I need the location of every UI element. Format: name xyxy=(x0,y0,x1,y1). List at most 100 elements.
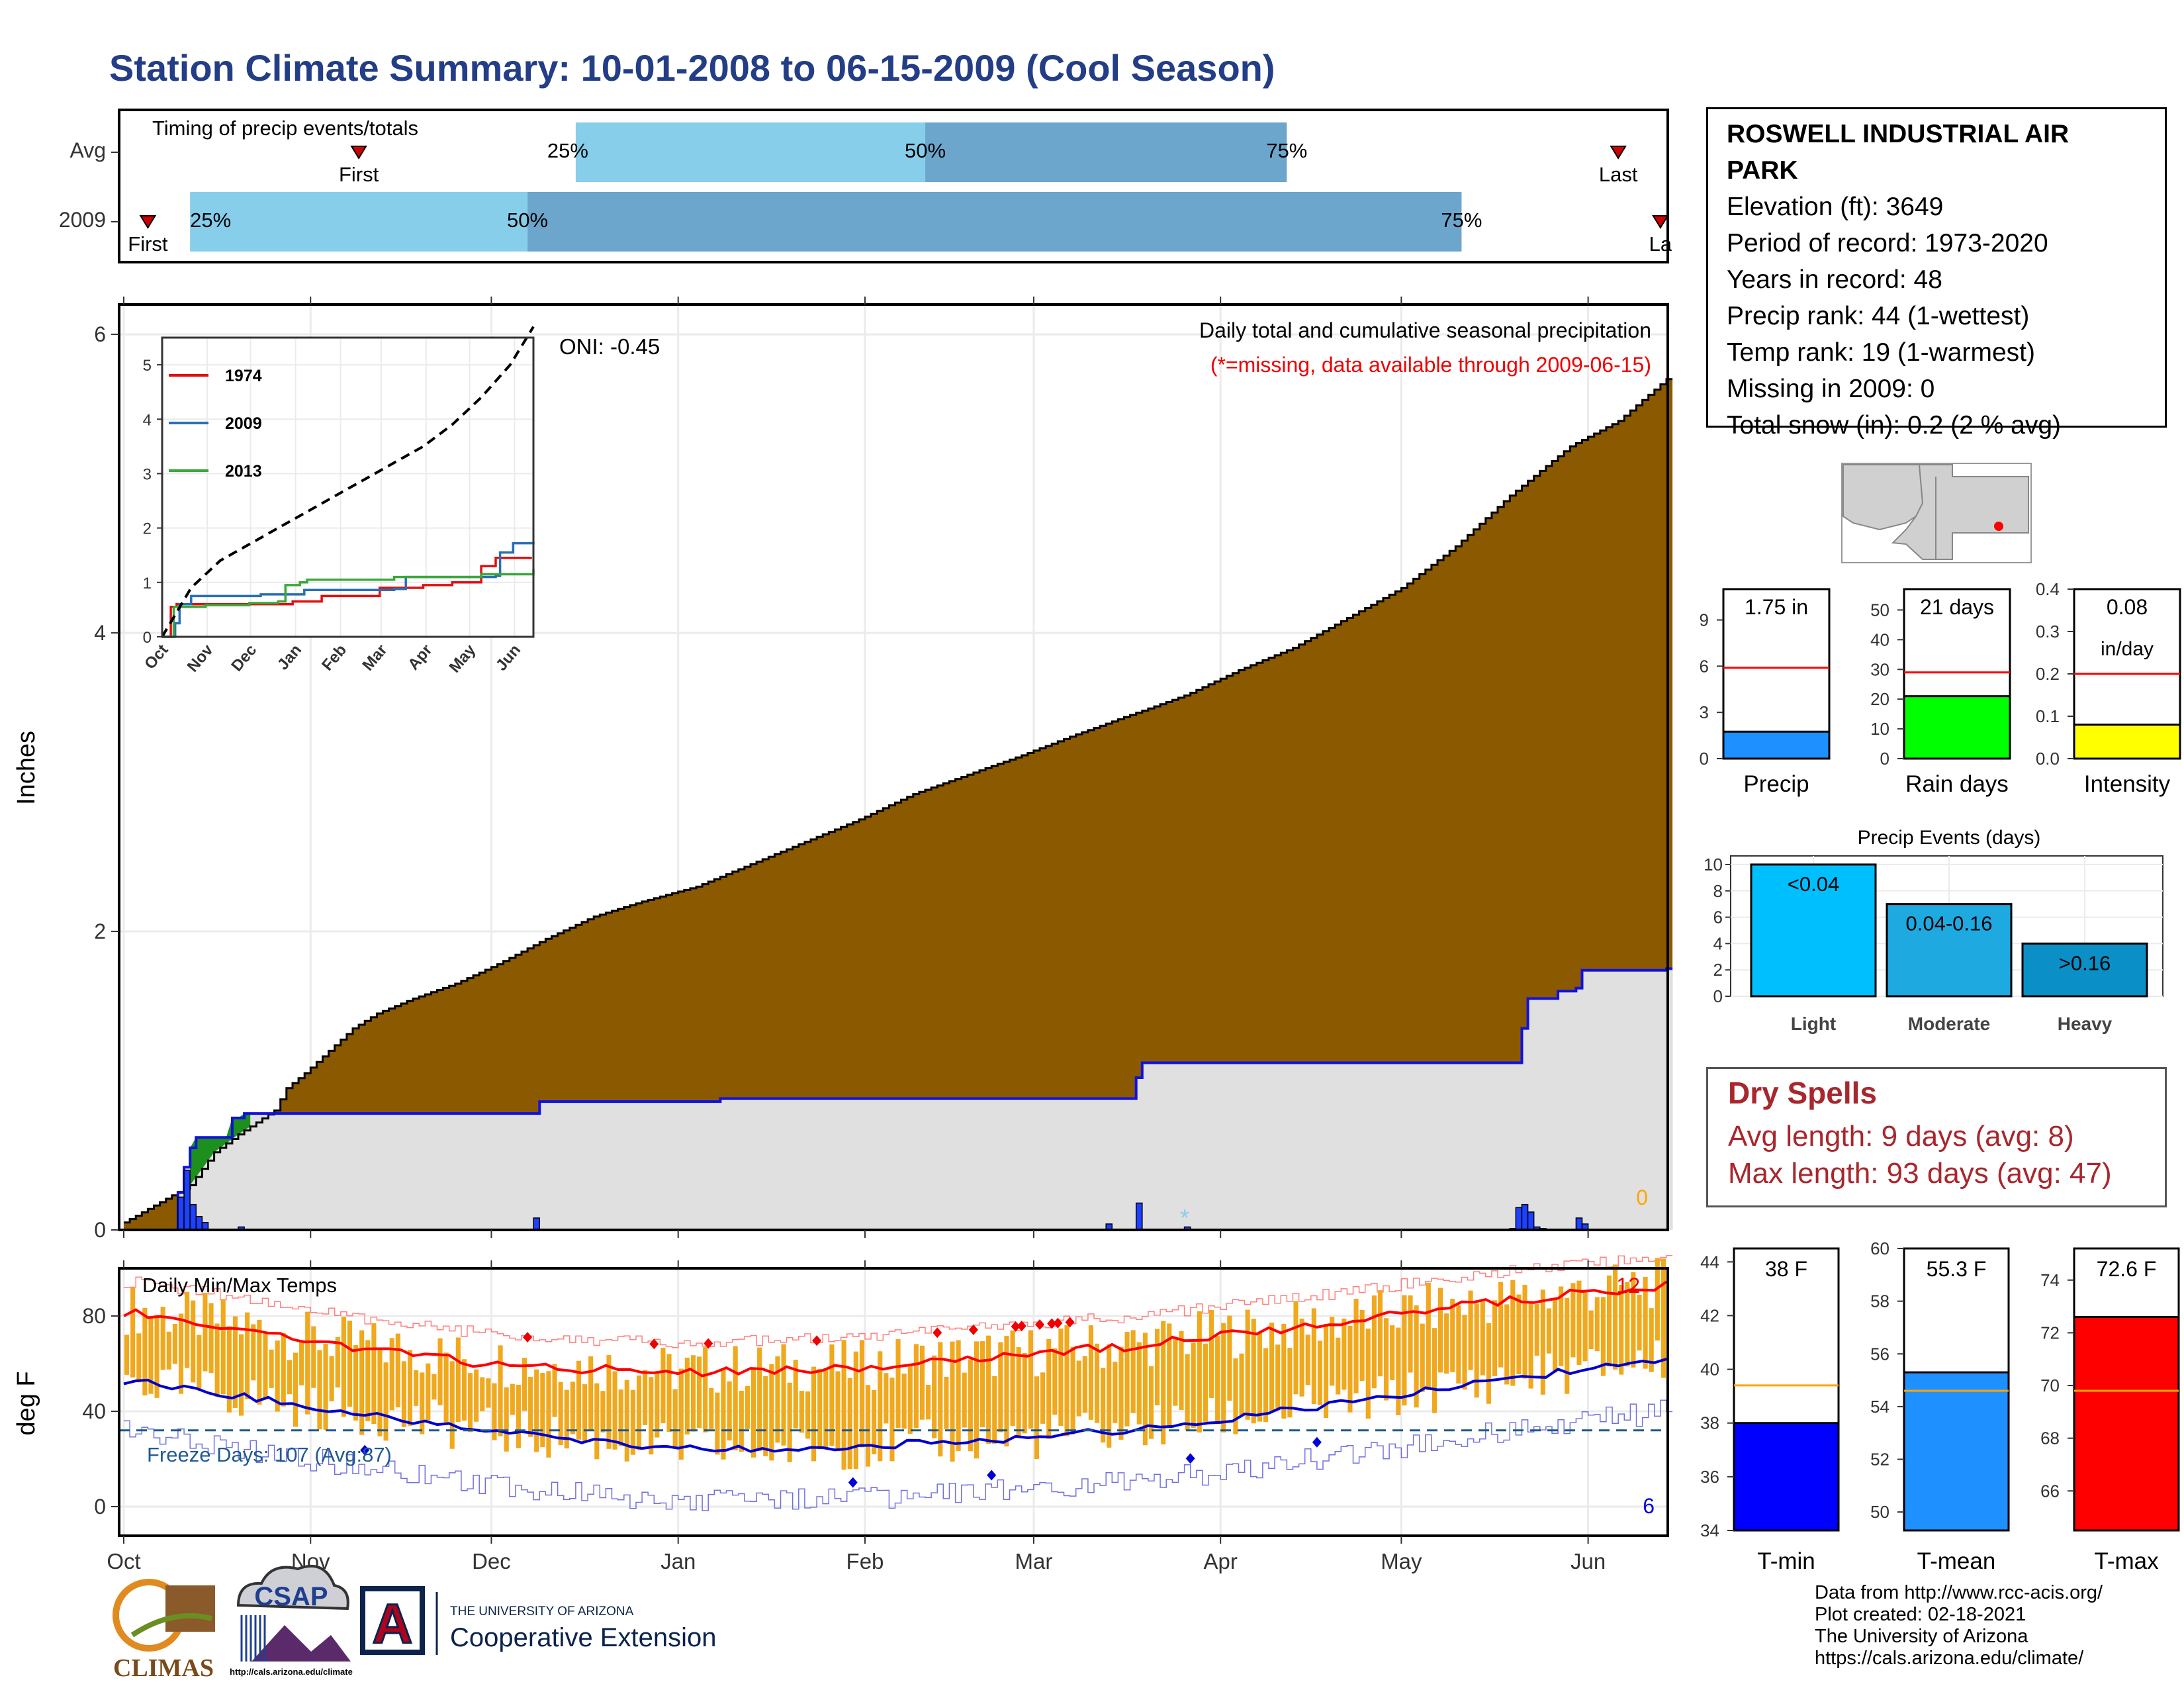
season-cumulative-line xyxy=(124,967,1673,1231)
daily-temp-bar xyxy=(359,1330,365,1435)
events-y-tick: 6 xyxy=(1713,908,1723,927)
intensity-unit: in/day xyxy=(2101,638,2154,660)
daily-temp-bar xyxy=(1408,1295,1413,1373)
tempbar-y-tick: 70 xyxy=(2040,1376,2060,1395)
daily-temp-bar xyxy=(684,1357,690,1434)
precip-panel-title: Daily total and cumulative seasonal prec… xyxy=(1199,318,1651,342)
daily-temp-bar xyxy=(1130,1330,1136,1413)
daily-temp-bar xyxy=(1142,1333,1148,1446)
tmin-value: 38 F xyxy=(1765,1257,1807,1281)
daily-temp-bar xyxy=(275,1340,280,1412)
daily-temp-bar xyxy=(962,1372,967,1428)
timing-p50-label: 50% xyxy=(905,139,946,162)
x-tick-label: Oct xyxy=(107,1549,140,1573)
avg-max-line xyxy=(123,1280,1668,1378)
last-marker xyxy=(1610,146,1627,160)
daily-temp-bar xyxy=(552,1364,557,1417)
daily-temp-bar xyxy=(805,1391,811,1439)
daily-temp-bar xyxy=(1305,1335,1310,1385)
events-y-tick: 4 xyxy=(1713,933,1723,953)
rain_days-label: Rain days xyxy=(1905,771,2009,797)
daily-temp-bar xyxy=(829,1344,835,1446)
daily-temp-bar xyxy=(534,1369,539,1452)
daily-temp-bar xyxy=(251,1324,256,1381)
daily-temp-bar xyxy=(203,1293,208,1372)
avg-cumulative-line xyxy=(124,378,1673,1224)
daily-temp-bar xyxy=(166,1331,171,1370)
record-low-marker xyxy=(360,1444,370,1456)
tempbar-y-tick: 44 xyxy=(1700,1252,1719,1272)
daily-temp-bar xyxy=(353,1344,359,1421)
daily-temp-bar xyxy=(1613,1264,1618,1370)
daily-temp-bar xyxy=(522,1358,527,1411)
climas-logo-text: CLIMAS xyxy=(113,1654,214,1682)
record-high-marker xyxy=(1065,1317,1075,1328)
daily-temp-bar xyxy=(420,1372,425,1434)
daily-temp-bar xyxy=(859,1340,864,1448)
station-name: ROSWELL INDUSTRIAL AIR PARK xyxy=(1727,120,2070,185)
daily-temp-bar xyxy=(1058,1328,1064,1427)
inset-frame xyxy=(161,336,535,638)
daily-temp-bar xyxy=(1504,1304,1510,1385)
daily-temp-bar xyxy=(745,1385,750,1429)
daily-temp-bar xyxy=(130,1287,136,1378)
events-title: Precip Events (days) xyxy=(1858,827,2041,849)
last-label: La xyxy=(1649,232,1672,256)
timing-bar-25-50 xyxy=(575,122,926,182)
daily-temp-bar xyxy=(968,1359,973,1452)
daily-temp-bar xyxy=(1281,1323,1287,1419)
daily-temp-bar xyxy=(889,1378,895,1462)
credit-line: Data from http://www.rcc-acis.org/ xyxy=(1815,1582,2103,1603)
events-x-label: Heavy xyxy=(2058,1013,2113,1034)
daily-temp-bar xyxy=(1528,1301,1533,1389)
daily-temp-bar xyxy=(763,1376,768,1456)
daily-temp-bar xyxy=(986,1335,991,1444)
tmax-bar xyxy=(2073,1316,2180,1532)
record-high-marker xyxy=(1047,1318,1057,1329)
daily-temp-bar xyxy=(630,1389,635,1455)
tmax-value: 72.6 F xyxy=(2097,1257,2157,1281)
credit-line: Plot created: 02-18-2021 xyxy=(1815,1604,2026,1625)
daily-temp-bar xyxy=(1576,1280,1582,1365)
timing-bar-50-75 xyxy=(527,192,1462,252)
credits: Data from http://www.rcc-acis.org/ Plot … xyxy=(1815,1582,2103,1669)
x-tick-label: Feb xyxy=(846,1549,884,1573)
inset-avg-line xyxy=(161,326,535,638)
precip-events-panel: Precip Events (days) 0 2 4 6 8 10 <0.04 Light 0.0… xyxy=(1704,827,2163,1034)
daily-temp-bar xyxy=(1010,1330,1015,1426)
daily-temp-bar xyxy=(172,1323,177,1364)
precip-bar xyxy=(1722,730,1831,760)
daily-temp-bar xyxy=(733,1346,738,1450)
record-high-marker xyxy=(933,1327,942,1338)
daily-temp-bar xyxy=(799,1391,804,1433)
daily-temp-bar xyxy=(1155,1329,1160,1406)
climas-mark-icon xyxy=(165,1585,215,1632)
daily-temp-bar xyxy=(546,1371,551,1458)
daily-temp-bar xyxy=(263,1333,268,1400)
rain_days-bar xyxy=(1903,695,2011,760)
daily-temp-bar xyxy=(281,1333,286,1407)
y-tick-label: 40 xyxy=(82,1399,106,1423)
daily-precip-bar xyxy=(1515,1207,1523,1231)
daily-temp-bar xyxy=(944,1376,949,1429)
timing-p50-label: 50% xyxy=(507,209,548,232)
dry-spells-max: Max length: 93 days (avg: 47) xyxy=(1728,1157,2112,1190)
daily-temp-bar xyxy=(377,1349,383,1436)
first-marker xyxy=(350,146,367,160)
daily-temp-bar xyxy=(1371,1295,1377,1389)
rain_days-value: 21 days xyxy=(1920,595,1994,619)
daily-temp-bar xyxy=(540,1372,545,1448)
tempbar-y-tick: 74 xyxy=(2040,1270,2060,1290)
precip-frame xyxy=(1722,588,1831,760)
daily-temp-bar xyxy=(1040,1372,1046,1424)
daily-temp-bar xyxy=(437,1338,443,1405)
daily-temp-bar xyxy=(847,1378,852,1470)
daily-temp-bar xyxy=(1582,1291,1588,1362)
daily-temp-bar xyxy=(1437,1288,1443,1373)
daily-temp-bar xyxy=(239,1334,244,1416)
daily-temp-bar xyxy=(1203,1343,1208,1422)
daily-temp-bar xyxy=(1540,1289,1545,1395)
tmax-label: T-max xyxy=(2094,1548,2159,1574)
x-tick-label: Dec xyxy=(472,1549,511,1573)
